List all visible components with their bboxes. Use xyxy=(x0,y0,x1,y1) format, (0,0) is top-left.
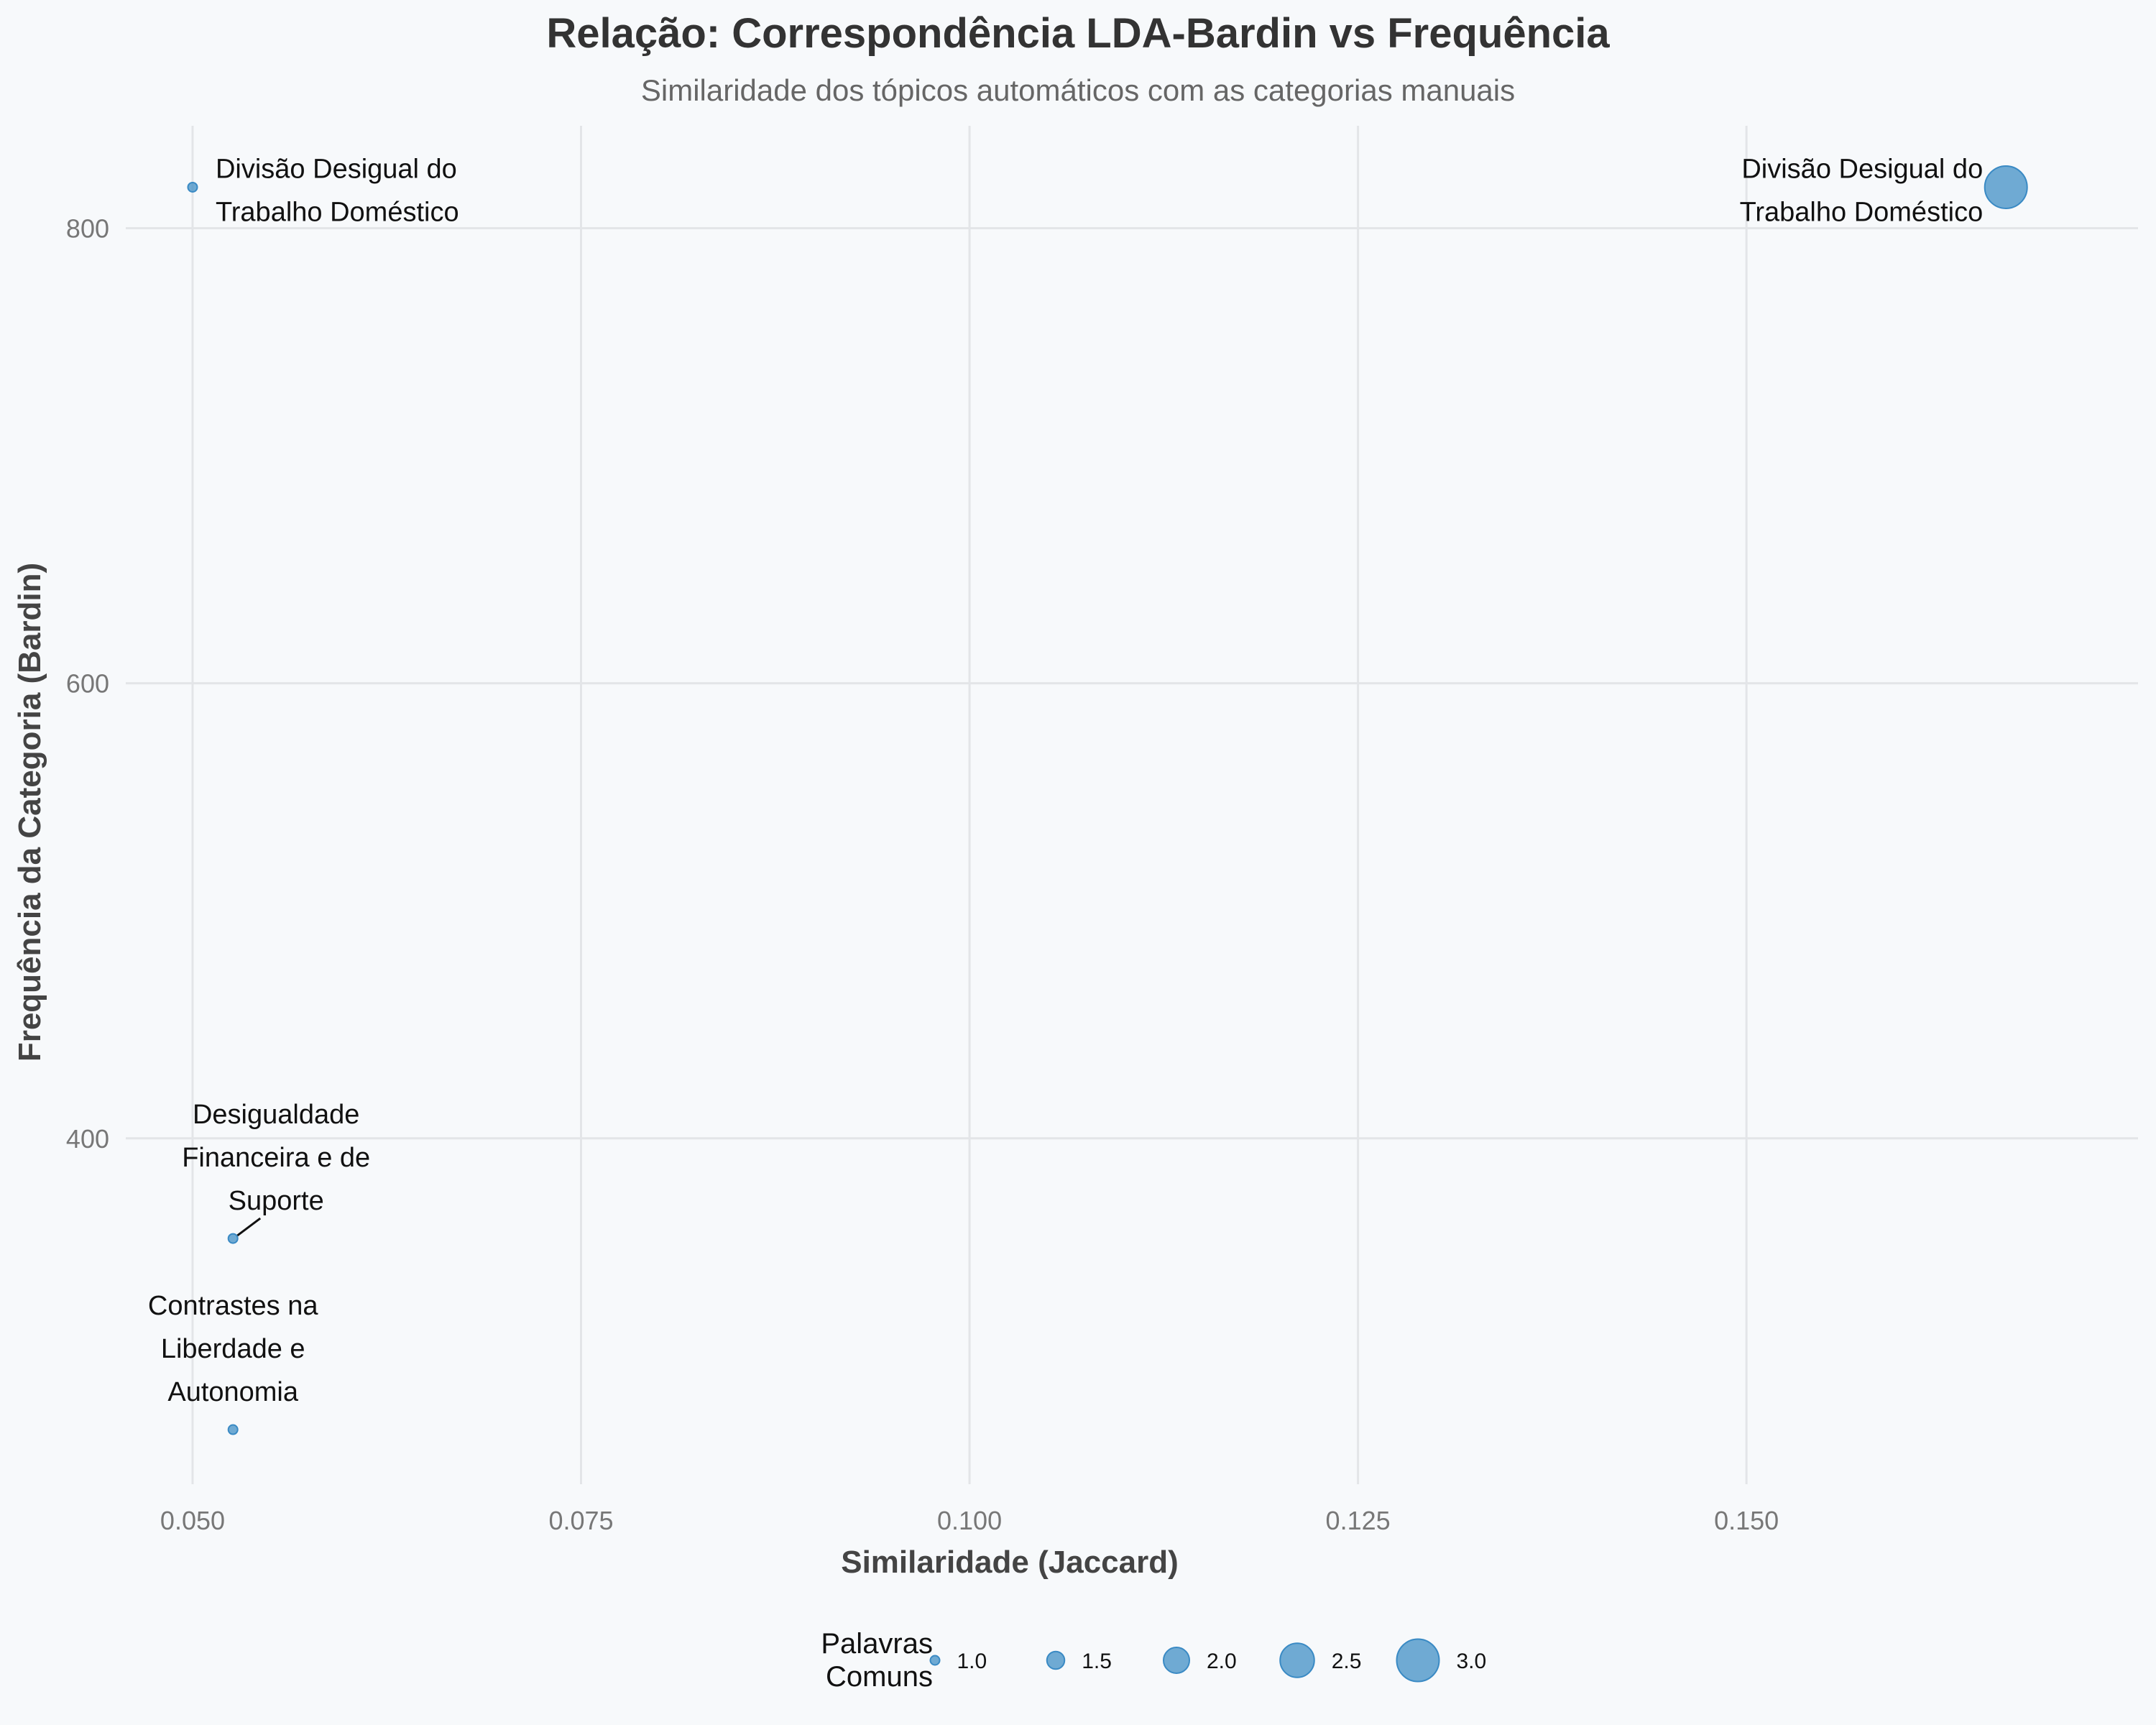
x-tick-label: 0.150 xyxy=(1714,1506,1779,1535)
y-tick-label: 400 xyxy=(66,1124,109,1154)
point-label: Divisão Desigual do Trabalho Doméstico xyxy=(1740,154,1984,227)
legend-label: 1.5 xyxy=(1082,1650,1112,1673)
x-tick-label: 0.125 xyxy=(1326,1506,1391,1535)
x-tick-label: 0.075 xyxy=(548,1506,613,1535)
data-point xyxy=(227,1424,239,1435)
point-label-line: Liberdade e xyxy=(161,1334,305,1364)
y-axis-ticks: 400 600 800 xyxy=(66,213,109,1153)
legend-title: Palavras Comuns xyxy=(821,1628,933,1693)
size-legend: Palavras Comuns 1.0 1.5 2.0 2.5 3.0 xyxy=(821,1628,1486,1693)
x-tick-label: 0.050 xyxy=(160,1506,225,1535)
legend-label: 2.5 xyxy=(1332,1650,1362,1673)
legend-swatch xyxy=(1046,1650,1066,1670)
point-label-line: Divisão Desigual do xyxy=(216,154,457,184)
legend-title-line: Comuns xyxy=(826,1661,933,1693)
point-labels: Divisão Desigual do Trabalho DomésticoDiv… xyxy=(148,154,1983,1407)
point-label: Divisão Desigual do Trabalho Doméstico xyxy=(216,154,459,227)
point-label-line: Desigualdade xyxy=(193,1100,359,1130)
y-tick-label: 800 xyxy=(66,213,109,243)
legend-label: 2.0 xyxy=(1207,1650,1237,1673)
legend-swatch xyxy=(929,1655,941,1666)
point-label: Contrastes na Liberdade e Autonomia xyxy=(148,1291,318,1407)
point-label-line: Trabalho Doméstico xyxy=(1740,197,1984,227)
x-axis-title: Similaridade (Jaccard) xyxy=(841,1545,1179,1580)
data-points xyxy=(187,165,2028,1435)
chart-subtitle: Similaridade dos tópicos automáticos com… xyxy=(641,73,1515,107)
point-label-line: Financeira e de xyxy=(182,1143,370,1173)
legend-swatch xyxy=(1163,1647,1190,1674)
legend-swatch xyxy=(1396,1638,1440,1683)
point-label-line: Divisão Desigual do xyxy=(1741,154,1983,184)
data-point xyxy=(187,181,198,193)
legend-title-line: Palavras xyxy=(821,1628,933,1660)
point-label-line: Suporte xyxy=(229,1186,324,1216)
label-leaders xyxy=(236,1217,262,1237)
y-axis-title: Frequência da Categoria (Bardin) xyxy=(12,563,47,1062)
x-tick-label: 0.100 xyxy=(937,1506,1002,1535)
legend-swatch xyxy=(1279,1642,1315,1678)
label-leader-line xyxy=(236,1217,262,1237)
point-label-line: Contrastes na xyxy=(148,1291,318,1321)
chart-title: Relação: Correspondência LDA-Bardin vs F… xyxy=(546,10,1610,57)
grid xyxy=(126,126,2138,1484)
legend-label: 1.0 xyxy=(957,1650,987,1673)
point-label-line: Trabalho Doméstico xyxy=(216,197,459,227)
point-label: Desigualdade Financeira e de Suporte xyxy=(182,1100,370,1216)
data-point xyxy=(1984,165,2028,209)
x-axis-ticks: 0.050 0.075 0.100 0.125 0.150 xyxy=(160,1506,1779,1535)
data-point xyxy=(227,1233,239,1244)
legend-label: 3.0 xyxy=(1457,1650,1487,1673)
point-label-line: Autonomia xyxy=(167,1377,299,1407)
y-tick-label: 600 xyxy=(66,669,109,699)
